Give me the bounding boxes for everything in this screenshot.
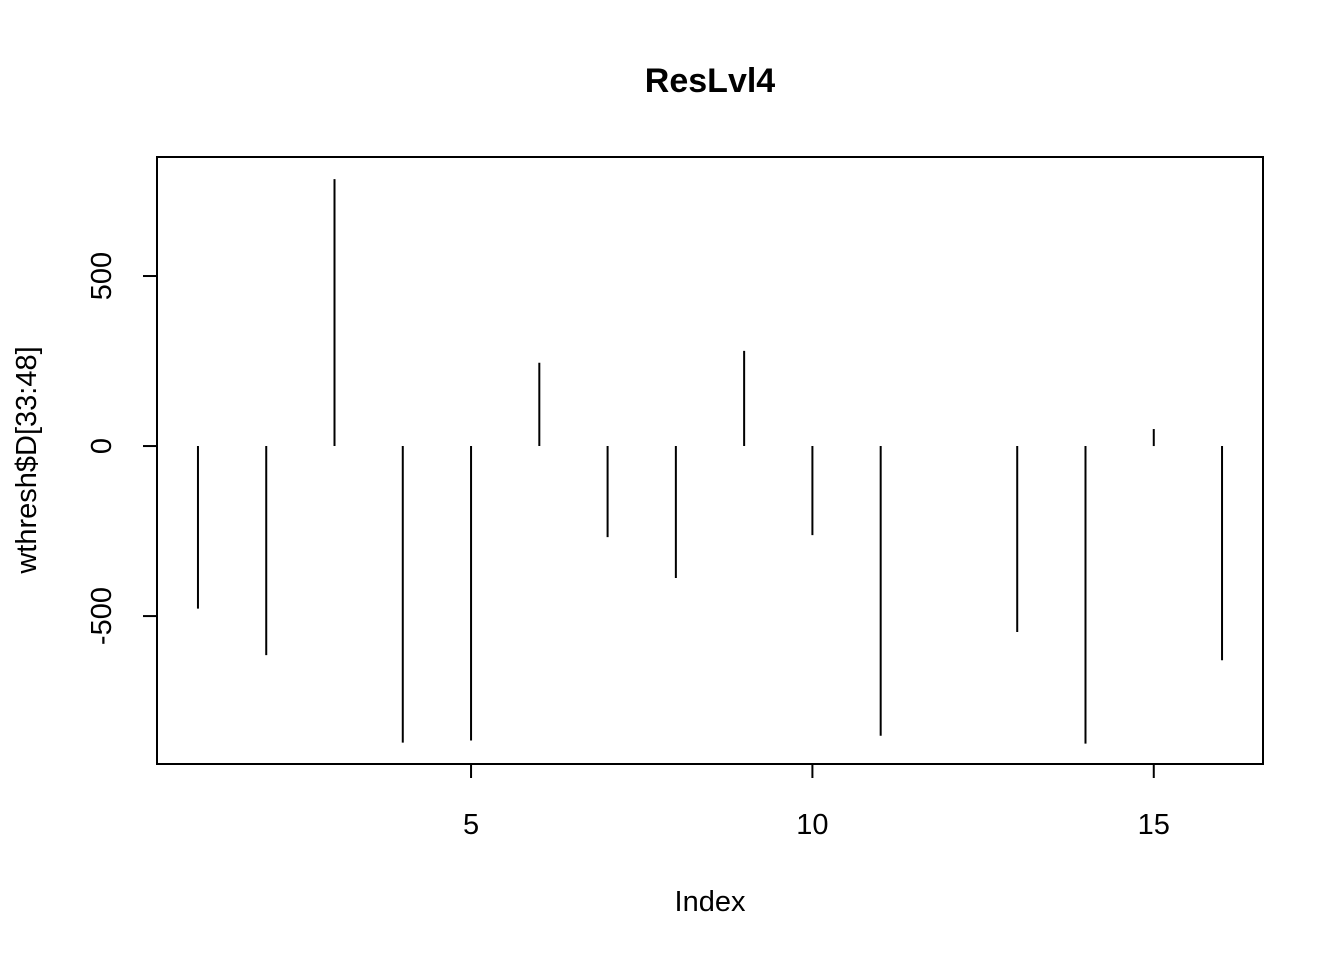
y-tick-label: 500 [86, 252, 118, 300]
chart-title: ResLvl4 [645, 62, 775, 100]
x-tick-label: 10 [796, 809, 828, 841]
y-axis: -500 0 500 [86, 252, 158, 645]
x-axis: 5 10 15 [463, 763, 1170, 841]
x-tick-label: 5 [463, 809, 479, 841]
x-axis-label: Index [675, 886, 746, 918]
x-tick-label: 15 [1138, 809, 1170, 841]
plot-frame [156, 156, 1264, 765]
data-series [196, 179, 1224, 744]
y-tick-label: 0 [86, 438, 118, 454]
y-tick-label: -500 [86, 587, 118, 645]
y-axis-label: wthresh$D[33:48] [11, 346, 43, 574]
